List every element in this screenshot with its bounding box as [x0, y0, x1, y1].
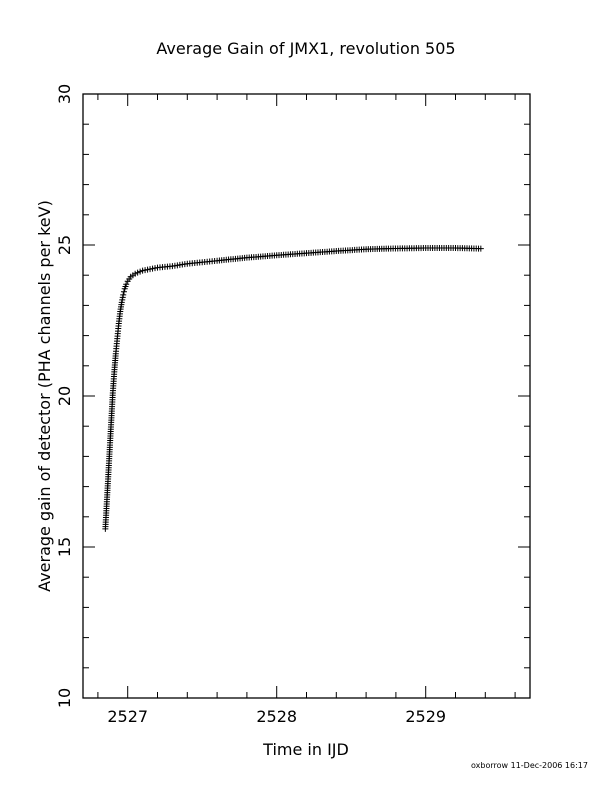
x-tick-label: 2528 — [256, 707, 297, 726]
footer-credit: oxborrow 11-Dec-2006 16:17 — [471, 761, 588, 770]
x-tick-label: 2527 — [107, 707, 148, 726]
y-axis-label: Average gain of detector (PHA channels p… — [35, 200, 54, 592]
data-points — [102, 245, 484, 532]
axis-ticks — [83, 93, 530, 699]
axis-tick-labels: 2527 2528 2529 10 15 20 25 30 — [55, 84, 446, 726]
y-tick-label: 15 — [55, 537, 74, 557]
data-point-marker — [477, 245, 484, 252]
data-point-marker — [120, 288, 127, 295]
x-tick-label: 2529 — [405, 707, 446, 726]
data-point-marker — [120, 291, 127, 298]
data-point-marker — [123, 281, 130, 288]
chart-title: Average Gain of JMX1, revolution 505 — [156, 39, 455, 58]
y-tick-label: 25 — [55, 235, 74, 255]
y-tick-label: 30 — [55, 84, 74, 104]
x-axis-label: Time in IJD — [262, 740, 349, 759]
y-tick-label: 20 — [55, 386, 74, 406]
plot-frame — [82, 93, 531, 699]
y-tick-label: 10 — [55, 688, 74, 708]
